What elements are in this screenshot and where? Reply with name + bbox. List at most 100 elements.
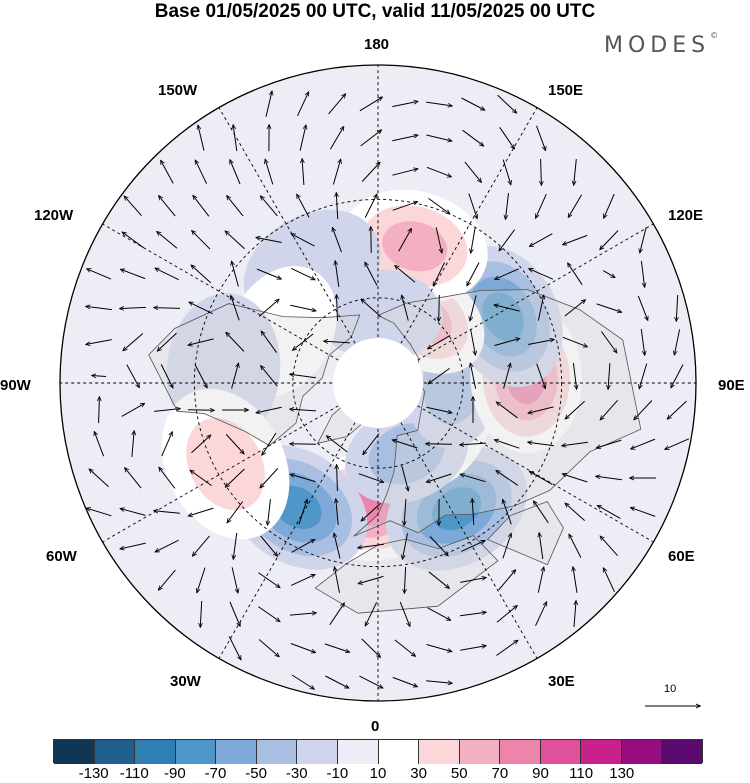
- wind-vector-97: [676, 294, 677, 321]
- map-border: [59, 64, 697, 702]
- wind-vector-100: [158, 332, 177, 351]
- colorbar-tick-label: -10: [326, 765, 349, 782]
- wind-vector-64: [121, 269, 146, 280]
- colorbar-swatch-2: [135, 740, 176, 764]
- wind-vector-96: [637, 295, 647, 320]
- wind-vector-177: [596, 476, 622, 481]
- wind-vector-213: [231, 567, 238, 592]
- wind-vector-123: [503, 364, 511, 389]
- wind-vector-47: [123, 232, 144, 249]
- wind-vector-176: [563, 474, 588, 483]
- wind-vector-167: [260, 468, 279, 487]
- colorbar: [53, 739, 703, 764]
- wind-vector-224: [604, 568, 615, 593]
- wind-vector-106: [428, 334, 451, 348]
- wind-vector-27: [426, 166, 451, 176]
- wind-vector-94: [564, 300, 585, 317]
- wind-vector-56: [435, 227, 442, 252]
- colorbar-tick-label: -130: [78, 765, 109, 782]
- wind-vector-23: [302, 159, 304, 186]
- wind-vector-38: [336, 193, 337, 220]
- wind-vector-193: [565, 503, 586, 521]
- wind-vector-153: [393, 440, 418, 449]
- wind-vector-244: [460, 646, 486, 651]
- colorbar-tick-labels: -130 -110 -90 -70 -50 -30 -10 10 30 50 70 90 110 130: [0, 765, 750, 783]
- wind-vector-128: [671, 364, 684, 388]
- wind-vector-55: [398, 229, 412, 252]
- wind-vector-143: [668, 400, 687, 419]
- copyright-mark: ©: [710, 31, 719, 40]
- wind-vector-71: [365, 263, 378, 286]
- wind-vector-192: [534, 501, 549, 524]
- wind-vector-183: [227, 501, 244, 523]
- wind-vector-136: [426, 406, 451, 413]
- colorbar-swatch-13: [581, 740, 622, 764]
- wind-vector-126: [608, 362, 610, 389]
- wind-vector-28: [464, 161, 481, 182]
- wind-vector-102: [226, 333, 245, 352]
- wind-vector-121: [428, 367, 450, 383]
- wind-vector-197: [155, 539, 179, 552]
- wind-vector-200: [260, 535, 278, 556]
- wind-vector-184: [268, 499, 271, 525]
- wind-vector-50: [225, 231, 245, 250]
- wind-vector-66: [191, 265, 212, 284]
- wind-vector-208: [539, 533, 544, 559]
- wind-vector-242: [394, 639, 415, 656]
- colorbar-tick-label: 30: [410, 765, 427, 782]
- wind-vector-65: [155, 268, 179, 281]
- wind-vector-13: [360, 130, 382, 147]
- wind-vector-31: [574, 159, 577, 185]
- wind-vector-226: [229, 601, 240, 626]
- wind-vector-59: [530, 233, 553, 247]
- wind-vector-115: [126, 364, 139, 388]
- wind-vector-9: [233, 125, 238, 151]
- wind-vector-85: [258, 300, 279, 317]
- wind-vector-48: [157, 232, 178, 249]
- wind-vector-230: [365, 602, 378, 625]
- colorbar-tick-label: 50: [450, 765, 468, 782]
- wind-vector-52: [292, 234, 315, 247]
- meridian-300: [102, 396, 355, 543]
- wind-vector-233: [460, 612, 486, 617]
- wind-vector-110: [562, 336, 587, 346]
- wind-vector-87: [337, 295, 338, 322]
- wind-vector-234: [496, 606, 517, 623]
- colorbar-tick-label: -50: [245, 765, 267, 782]
- wind-vector-111: [600, 331, 616, 353]
- wind-vector-45: [568, 194, 583, 217]
- wind-vector-41: [428, 197, 450, 213]
- lon-label-30e: 30E: [548, 673, 575, 690]
- wind-vector-174: [496, 471, 519, 486]
- wind-vector-175: [530, 472, 553, 485]
- colorbar-swatch-6: [297, 740, 338, 764]
- wind-vector-39: [364, 194, 377, 218]
- wind-vector-240: [324, 643, 350, 652]
- land-africa-north: [314, 535, 499, 614]
- wind-vector-241: [361, 638, 381, 657]
- wind-vector-58: [499, 229, 516, 251]
- wind-vector-24: [332, 160, 340, 185]
- wind-vector-152: [363, 433, 380, 455]
- wind-vector-188: [404, 498, 406, 525]
- wind-vector-98: [86, 339, 112, 345]
- wind-vector-202: [334, 533, 341, 559]
- lon-label-90e: 90E: [718, 377, 745, 394]
- wind-vector-35: [227, 196, 244, 217]
- wind-vector-16: [462, 129, 484, 146]
- colorbar-swatch-15: [662, 740, 702, 764]
- wind-vector-172: [427, 473, 452, 482]
- reference-vector-label: 10: [664, 683, 677, 695]
- wind-vector-61: [600, 230, 619, 250]
- wind-vector-77: [568, 263, 583, 286]
- wind-vector-214: [258, 572, 279, 588]
- wind-vector-236: [574, 601, 576, 628]
- wind-vector-160: [631, 438, 656, 449]
- wind-vector-86: [290, 304, 315, 311]
- wind-vector-132: [187, 410, 214, 411]
- wind-vector-159: [597, 439, 622, 448]
- wind-vector-1: [297, 92, 309, 117]
- wind-vector-122: [470, 363, 477, 389]
- wind-vector-218: [404, 566, 405, 593]
